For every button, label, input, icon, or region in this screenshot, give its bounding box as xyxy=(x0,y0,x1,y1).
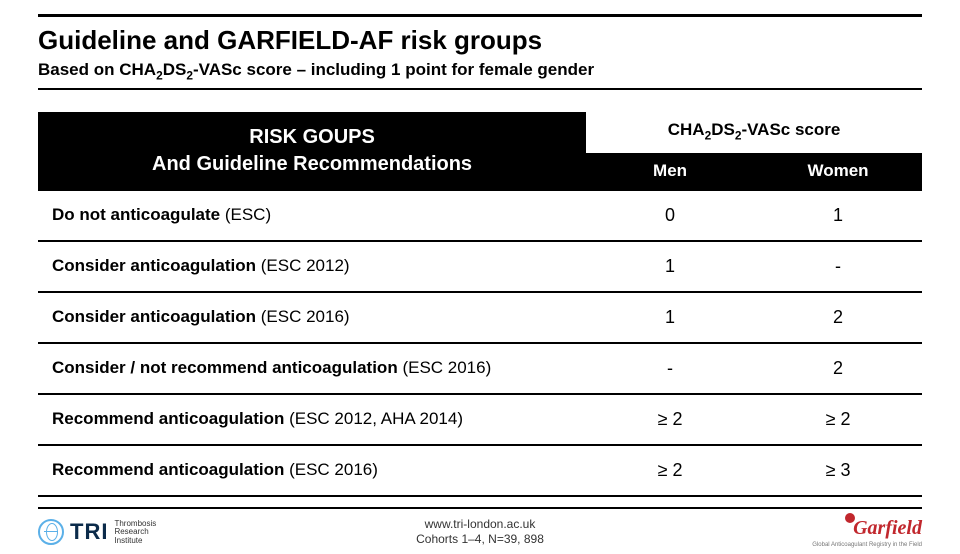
subtitle-sub1: 2 xyxy=(156,68,163,82)
subtitle-mid: DS xyxy=(163,60,187,79)
row-label: Do not anticoagulate (ESC) xyxy=(38,190,586,241)
table-row: Consider anticoagulation (ESC 2016)12 xyxy=(38,292,922,343)
cell-women: ≥ 2 xyxy=(754,394,922,445)
row-label: Consider / not recommend anticoagulation… xyxy=(38,343,586,394)
hdr-top-prefix: CHA xyxy=(668,120,705,139)
subtitle-sub2: 2 xyxy=(186,68,193,82)
table-row: Recommend anticoagulation (ESC 2016)≥ 2≥… xyxy=(38,445,922,496)
risk-table: RISK GOUPS And Guideline Recommendations… xyxy=(38,112,922,496)
footer-cohorts: Cohorts 1–4, N=39, 898 xyxy=(218,532,742,548)
table-row: Consider anticoagulation (ESC 2012)1- xyxy=(38,241,922,292)
hdr-left-line1: RISK GOUPS xyxy=(249,126,375,148)
footer: TRI ThrombosisResearchInstitute www.tri-… xyxy=(38,507,922,548)
gar-sub: Global Anticoagulant Registry in the Fie… xyxy=(742,542,922,548)
row-label: Consider anticoagulation (ESC 2012) xyxy=(38,241,586,292)
row-label: Consider anticoagulation (ESC 2016) xyxy=(38,292,586,343)
footer-url: www.tri-london.ac.uk xyxy=(218,517,742,533)
col-women: Women xyxy=(754,152,922,190)
hdr-top-suffix: -VASc score xyxy=(741,120,840,139)
hdr-left-line2: And Guideline Recommendations xyxy=(152,153,472,175)
cell-men: 1 xyxy=(586,292,754,343)
logo-garfield: Garfield Global Anticoagulant Registry i… xyxy=(742,517,922,548)
table-row: Do not anticoagulate (ESC)01 xyxy=(38,190,922,241)
table-body: Do not anticoagulate (ESC)01Consider ant… xyxy=(38,190,922,496)
cell-women: ≥ 3 xyxy=(754,445,922,496)
subtitle-suffix: -VASc score – including 1 point for fema… xyxy=(193,60,594,79)
cell-women: 2 xyxy=(754,343,922,394)
cell-women: 2 xyxy=(754,292,922,343)
cell-women: 1 xyxy=(754,190,922,241)
cell-men: 0 xyxy=(586,190,754,241)
page-subtitle: Based on CHA2DS2-VASc score – including … xyxy=(38,60,922,82)
logo-tri: TRI ThrombosisResearchInstitute xyxy=(38,519,218,545)
row-label: Recommend anticoagulation (ESC 2012, AHA… xyxy=(38,394,586,445)
cell-women: - xyxy=(754,241,922,292)
table-header-top: CHA2DS2-VASc score xyxy=(586,112,922,151)
footer-rule xyxy=(38,507,922,509)
table-row: Recommend anticoagulation (ESC 2012, AHA… xyxy=(38,394,922,445)
hdr-top-mid: DS xyxy=(711,120,735,139)
row-label: Recommend anticoagulation (ESC 2016) xyxy=(38,445,586,496)
footer-center: www.tri-london.ac.uk Cohorts 1–4, N=39, … xyxy=(218,517,742,548)
globe-icon xyxy=(38,519,64,545)
tri-name: TRI xyxy=(70,519,108,545)
cell-men: 1 xyxy=(586,241,754,292)
table-header-left: RISK GOUPS And Guideline Recommendations xyxy=(38,112,586,189)
sub-rule xyxy=(38,88,922,90)
tri-sub: ThrombosisResearchInstitute xyxy=(114,520,156,545)
cell-men: ≥ 2 xyxy=(586,445,754,496)
cell-men: - xyxy=(586,343,754,394)
col-men: Men xyxy=(586,152,754,190)
table-row: Consider / not recommend anticoagulation… xyxy=(38,343,922,394)
page-title: Guideline and GARFIELD-AF risk groups xyxy=(38,25,922,56)
top-rule xyxy=(38,14,922,17)
cell-men: ≥ 2 xyxy=(586,394,754,445)
subtitle-prefix: Based on CHA xyxy=(38,60,156,79)
gar-name: Garfield xyxy=(853,517,922,540)
